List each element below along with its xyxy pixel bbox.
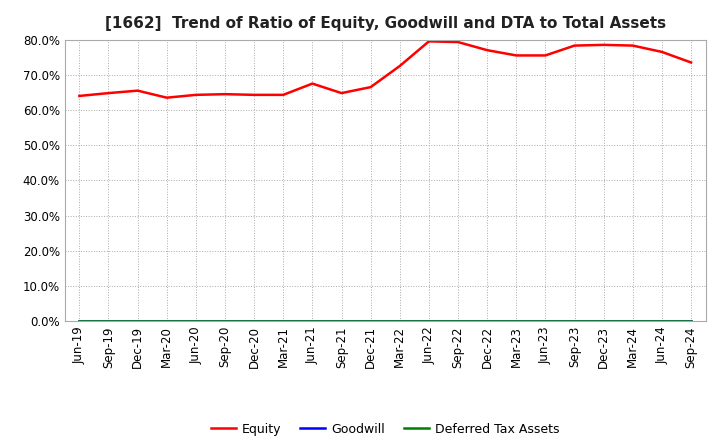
Deferred Tax Assets [104, 319, 113, 324]
Deferred Tax Assets [657, 319, 666, 324]
Goodwill [629, 319, 637, 324]
Equity [104, 91, 113, 96]
Goodwill [425, 319, 433, 324]
Deferred Tax Assets [687, 319, 696, 324]
Goodwill [75, 319, 84, 324]
Deferred Tax Assets [163, 319, 171, 324]
Equity [250, 92, 258, 98]
Equity [512, 53, 521, 58]
Deferred Tax Assets [599, 319, 608, 324]
Title: [1662]  Trend of Ratio of Equity, Goodwill and DTA to Total Assets: [1662] Trend of Ratio of Equity, Goodwil… [104, 16, 666, 32]
Goodwill [279, 319, 287, 324]
Equity [425, 39, 433, 44]
Deferred Tax Assets [337, 319, 346, 324]
Equity [687, 60, 696, 65]
Line: Equity: Equity [79, 41, 691, 98]
Deferred Tax Assets [279, 319, 287, 324]
Equity [337, 91, 346, 96]
Goodwill [657, 319, 666, 324]
Equity [279, 92, 287, 98]
Deferred Tax Assets [395, 319, 404, 324]
Deferred Tax Assets [629, 319, 637, 324]
Equity [483, 48, 492, 53]
Goodwill [250, 319, 258, 324]
Deferred Tax Assets [541, 319, 550, 324]
Goodwill [454, 319, 462, 324]
Deferred Tax Assets [483, 319, 492, 324]
Goodwill [366, 319, 375, 324]
Deferred Tax Assets [512, 319, 521, 324]
Equity [220, 92, 229, 97]
Equity [629, 43, 637, 48]
Equity [308, 81, 317, 86]
Equity [395, 63, 404, 69]
Deferred Tax Assets [366, 319, 375, 324]
Goodwill [192, 319, 200, 324]
Equity [75, 93, 84, 99]
Deferred Tax Assets [192, 319, 200, 324]
Equity [366, 84, 375, 90]
Goodwill [220, 319, 229, 324]
Goodwill [541, 319, 550, 324]
Goodwill [483, 319, 492, 324]
Equity [570, 43, 579, 48]
Goodwill [512, 319, 521, 324]
Deferred Tax Assets [133, 319, 142, 324]
Deferred Tax Assets [220, 319, 229, 324]
Equity [192, 92, 200, 98]
Equity [541, 53, 550, 58]
Legend: Equity, Goodwill, Deferred Tax Assets: Equity, Goodwill, Deferred Tax Assets [206, 418, 564, 440]
Deferred Tax Assets [454, 319, 462, 324]
Deferred Tax Assets [425, 319, 433, 324]
Goodwill [337, 319, 346, 324]
Goodwill [163, 319, 171, 324]
Goodwill [599, 319, 608, 324]
Goodwill [395, 319, 404, 324]
Deferred Tax Assets [250, 319, 258, 324]
Goodwill [308, 319, 317, 324]
Equity [657, 49, 666, 55]
Goodwill [687, 319, 696, 324]
Goodwill [133, 319, 142, 324]
Deferred Tax Assets [570, 319, 579, 324]
Deferred Tax Assets [308, 319, 317, 324]
Deferred Tax Assets [75, 319, 84, 324]
Equity [163, 95, 171, 100]
Equity [454, 40, 462, 45]
Goodwill [570, 319, 579, 324]
Goodwill [104, 319, 113, 324]
Equity [133, 88, 142, 93]
Equity [599, 42, 608, 48]
